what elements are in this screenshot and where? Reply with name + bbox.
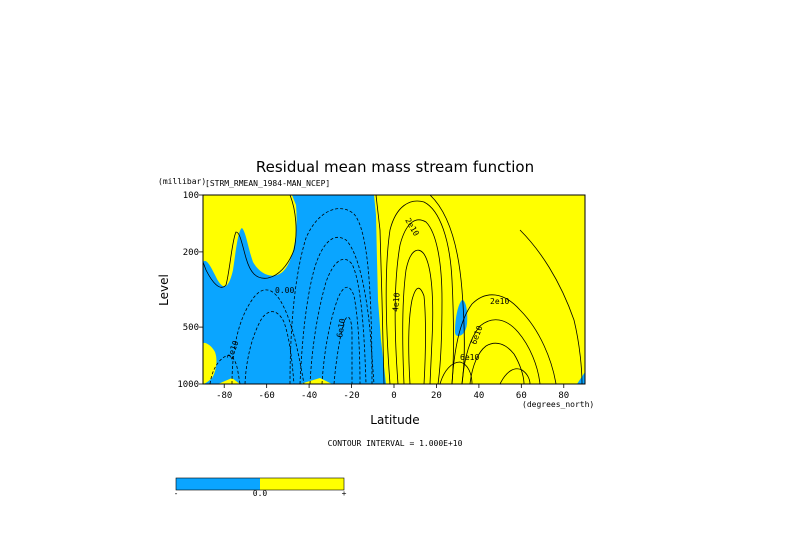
x-tick-label: 0 bbox=[391, 391, 396, 401]
x-tick-label: -80 bbox=[216, 391, 232, 401]
colorbar-positive bbox=[260, 478, 344, 490]
x-axis: -80 -60 -40 -20 0 20 40 60 80 bbox=[216, 384, 569, 401]
chart-subtitle: [STRM_RMEAN_1984-MAN_NCEP] bbox=[205, 179, 330, 188]
contour-label: 4e10 bbox=[391, 292, 402, 312]
chart-title: Residual mean mass stream function bbox=[256, 158, 534, 176]
contour-label: 6e10 bbox=[460, 353, 479, 362]
negative-pocket-pole bbox=[577, 372, 585, 384]
x-tick-label: 40 bbox=[473, 391, 484, 401]
y-tick-label: 1000 bbox=[177, 380, 199, 390]
contour-label: 2e10 bbox=[490, 297, 509, 306]
colorbar-frame bbox=[175, 477, 345, 491]
contour-interval-note: CONTOUR INTERVAL = 1.000E+10 bbox=[328, 439, 463, 448]
x-tick-label: -60 bbox=[259, 391, 275, 401]
y-tick-label: 500 bbox=[183, 323, 199, 333]
colorbar: - 0.0 + bbox=[174, 477, 347, 498]
contour-label: 0.00 bbox=[275, 286, 294, 295]
y-tick-label: 200 bbox=[183, 248, 199, 258]
colorbar-label-high: + bbox=[342, 489, 347, 498]
y-axis: 100 200 500 1000 bbox=[177, 191, 203, 390]
contour-label: 6e10 bbox=[335, 318, 347, 339]
x-tick-label: 60 bbox=[516, 391, 527, 401]
plot-area: 2e10 2e10 6e10 6e10 2e10 6e10 4e10 0.00 … bbox=[203, 195, 585, 384]
contour-lines bbox=[203, 195, 583, 384]
x-axis-label: Latitude bbox=[370, 413, 419, 427]
y-tick-label: 100 bbox=[183, 191, 199, 201]
positive-pocket-southwest bbox=[203, 342, 217, 384]
colorbar-label-mid: 0.0 bbox=[253, 489, 268, 498]
y-units-label: (millibar) bbox=[158, 177, 206, 186]
colorbar-label-low: - bbox=[174, 489, 179, 498]
x-tick-label: 20 bbox=[431, 391, 442, 401]
colorbar-negative bbox=[176, 478, 260, 490]
x-tick-label: -20 bbox=[343, 391, 359, 401]
y-axis-label: Level bbox=[157, 274, 171, 306]
x-units-label: (degrees_north) bbox=[522, 400, 594, 409]
x-tick-label: 80 bbox=[558, 391, 569, 401]
x-tick-label: -40 bbox=[301, 391, 317, 401]
